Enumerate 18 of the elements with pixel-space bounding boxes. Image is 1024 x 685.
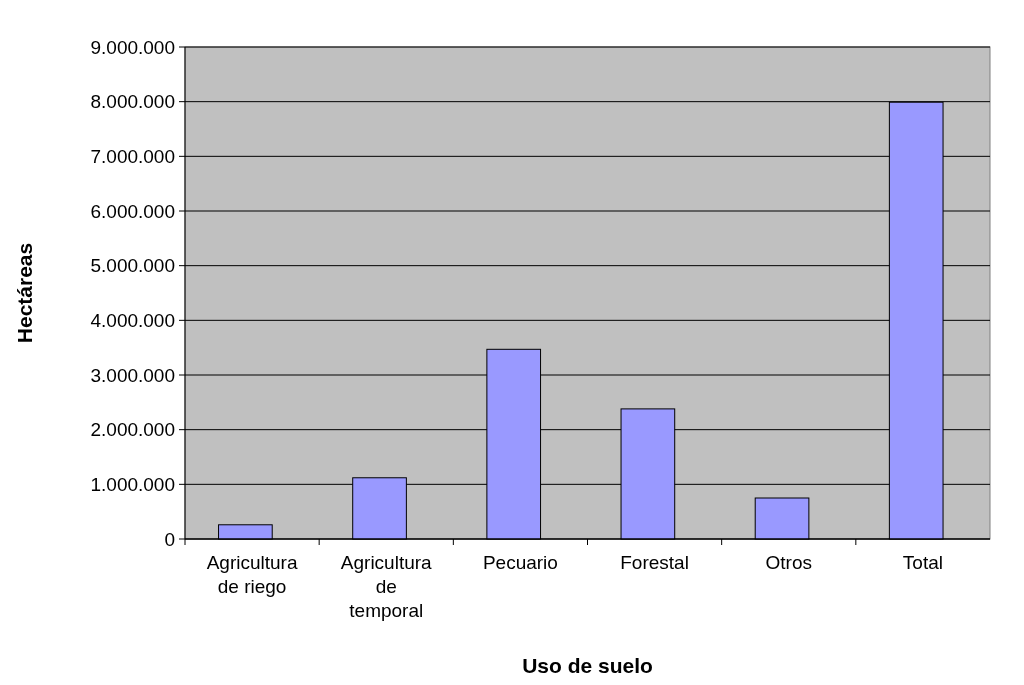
x-tick-label: Total xyxy=(902,552,943,573)
y-tick-label: 9.000.000 xyxy=(90,36,175,58)
y-tick-label: 3.000.000 xyxy=(90,364,175,386)
x-tick-label: Otros xyxy=(765,552,812,573)
y-axis-title: Hectáreas xyxy=(13,242,36,344)
y-tick-label: 4.000.000 xyxy=(90,309,175,331)
y-tick-label: 7.000.000 xyxy=(90,145,175,167)
y-tick-label: 2.000.000 xyxy=(90,419,175,441)
y-tick-label: 1.000.000 xyxy=(90,473,175,495)
x-tick-label: Agricultura de temporal xyxy=(340,552,433,621)
x-tick-label: Forestal xyxy=(620,552,689,573)
y-tick-label: 8.000.000 xyxy=(90,91,175,113)
x-tick-label: Pecuario xyxy=(482,552,558,573)
x-tick-label: Agricultura de riego xyxy=(206,552,298,597)
y-tick-label: 0 xyxy=(164,528,175,550)
x-axis-title: Uso de suelo xyxy=(522,654,653,677)
y-tick-label: 6.000.000 xyxy=(90,200,175,222)
y-tick-label: 5.000.000 xyxy=(90,255,175,277)
